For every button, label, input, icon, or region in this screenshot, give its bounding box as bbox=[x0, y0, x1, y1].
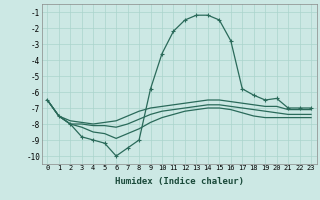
X-axis label: Humidex (Indice chaleur): Humidex (Indice chaleur) bbox=[115, 177, 244, 186]
